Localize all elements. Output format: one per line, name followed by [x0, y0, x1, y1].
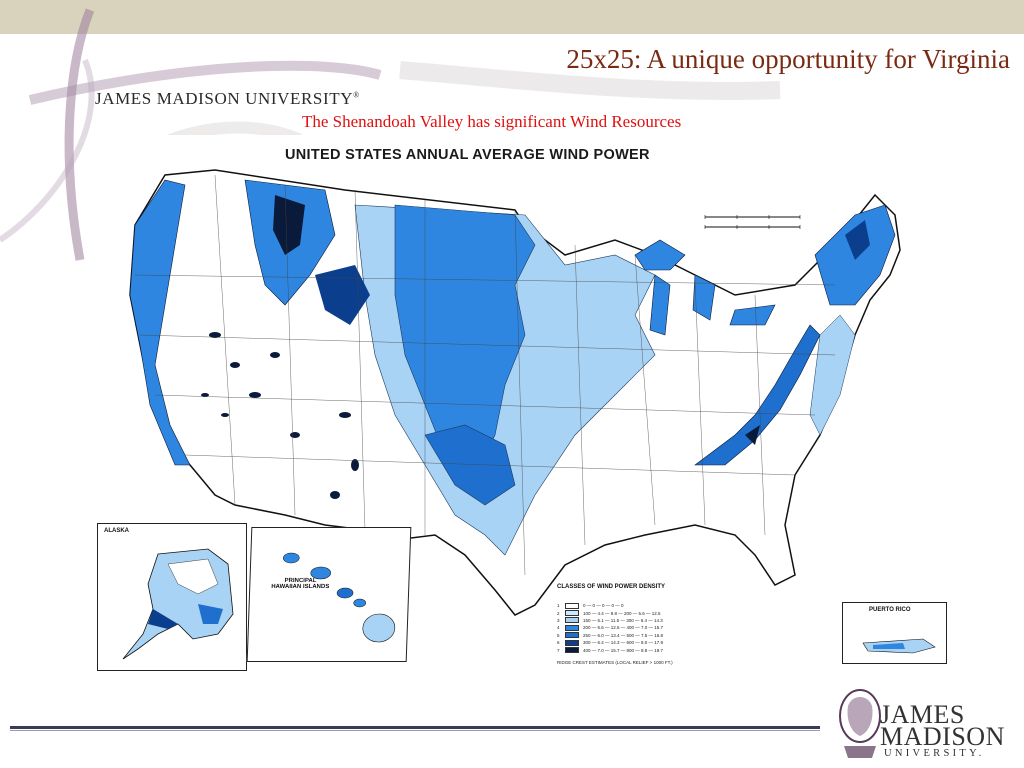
map-title: UNITED STATES ANNUAL AVERAGE WIND POWER	[285, 147, 650, 163]
hawaii-inset: PRINCIPAL HAWAIIAN ISLANDS	[246, 527, 412, 662]
legend-title: CLASSES OF WIND POWER DENSITY	[557, 584, 666, 590]
footer-divider-secondary	[10, 730, 820, 731]
legend-row: 7 400 — 7.0 — 15.7 — 800 — 8.8 — 19.7	[557, 647, 664, 654]
slide-subtitle: The Shenandoah Valley has significant Wi…	[302, 112, 682, 131]
puerto-rico-inset: PUERTO RICO	[842, 602, 947, 664]
puerto-rico-label: PUERTO RICO	[869, 607, 911, 613]
footer-divider	[10, 726, 820, 729]
puerto-rico-shape	[862, 638, 936, 654]
legend-row: 5 250 — 6.0 — 13.4 — 500 — 7.5 — 16.8	[557, 632, 664, 639]
slide-title: 25x25: A unique opportunity for Virginia	[566, 44, 1010, 74]
legend-row: 2 100 — 4.4 — 9.8 — 200 — 5.6 — 12.5	[557, 610, 661, 617]
legend-row: 3 150 — 5.1 — 11.5 — 300 — 6.4 — 14.3	[557, 617, 663, 624]
scale-bar	[704, 215, 801, 229]
legend-row: 6 300 — 6.4 — 14.3 — 600 — 8.0 — 17.9	[557, 639, 664, 646]
top-decorative-band	[0, 0, 1024, 34]
logo-wordmark-line1: JAMES	[880, 700, 965, 729]
alaska-inset: ALASKA	[97, 523, 247, 671]
logo-wordmark-line2: MADISON	[880, 722, 1005, 751]
hawaii-islands-shape	[283, 552, 396, 643]
alaska-label: ALASKA	[104, 528, 129, 534]
university-wordmark-header: JAMES MADISON UNIVERSITY®	[95, 89, 360, 108]
legend-note: RIDGE CREST ESTIMATES (LOCAL RELIEF > 10…	[557, 660, 673, 665]
jmu-portrait-logo-icon	[839, 689, 881, 758]
us-map-graphic	[129, 169, 901, 616]
logo-wordmark-line3: UNIVERSITY.	[884, 748, 985, 759]
wind-power-map: UNITED STATES ANNUAL AVERAGE WIND POWER …	[95, 135, 950, 675]
alaska-map-shape	[122, 548, 234, 660]
signature-swoosh-decoration	[0, 8, 781, 261]
legend-row: 4 200 — 5.6 — 12.5 — 400 — 7.0 — 15.7	[557, 624, 664, 631]
